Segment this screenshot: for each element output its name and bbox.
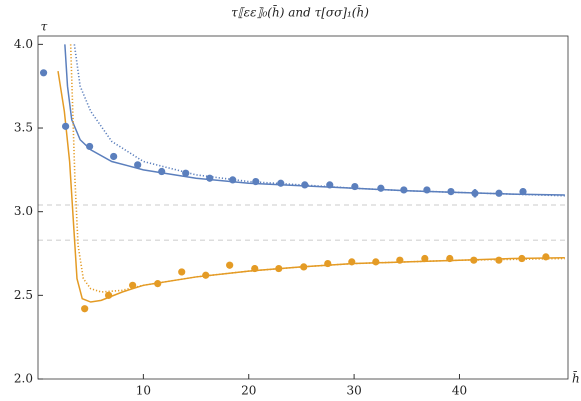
point [423,186,431,194]
point [542,253,550,261]
point [518,254,526,263]
plot-frame [37,35,569,380]
point [252,177,260,186]
point [400,186,408,194]
point [110,152,118,161]
chart-title: τ⟦εε⟧₀(h̄) and τ[σσ]₁(h̄) [231,4,369,20]
point [519,188,527,196]
point [471,189,479,197]
x-tick-label: 30 [346,384,361,398]
x-tick-label: 40 [452,384,467,398]
curve [73,44,565,197]
y-tick-label: 2.0 [14,372,33,386]
point [447,188,455,196]
point [372,258,380,266]
point [226,261,234,269]
point [39,69,48,77]
point [129,281,137,289]
point [324,259,332,268]
point [351,182,359,191]
point [300,263,308,271]
y-tick-label: 3.5 [14,121,33,135]
point [495,189,503,197]
point [62,122,70,130]
point [446,254,454,263]
point [182,169,190,177]
point [178,268,186,276]
point [421,254,429,263]
y-tick-label: 4.0 [14,37,33,51]
y-tick-label: 3.0 [14,204,33,218]
point [301,181,309,189]
point [275,264,283,273]
point [377,184,385,192]
point [158,167,166,176]
y-axis-label: τ [41,20,48,34]
y-tick-label: 2.5 [14,288,33,302]
point [206,174,214,182]
point [154,280,162,288]
x-axis-label: h̄ [572,370,580,386]
plot-area [38,44,568,313]
point [396,256,404,264]
point [326,181,334,189]
point [277,179,285,187]
point [229,176,237,184]
point [134,161,142,169]
point [104,291,113,299]
curve [69,44,565,293]
point [470,256,478,264]
point [251,264,259,273]
point [202,271,210,279]
point [86,142,94,151]
curve [64,44,565,196]
point [348,258,356,266]
point [495,256,503,264]
x-tick-label: 10 [136,384,151,398]
x-tick-label: 20 [241,384,256,398]
point [81,305,89,313]
